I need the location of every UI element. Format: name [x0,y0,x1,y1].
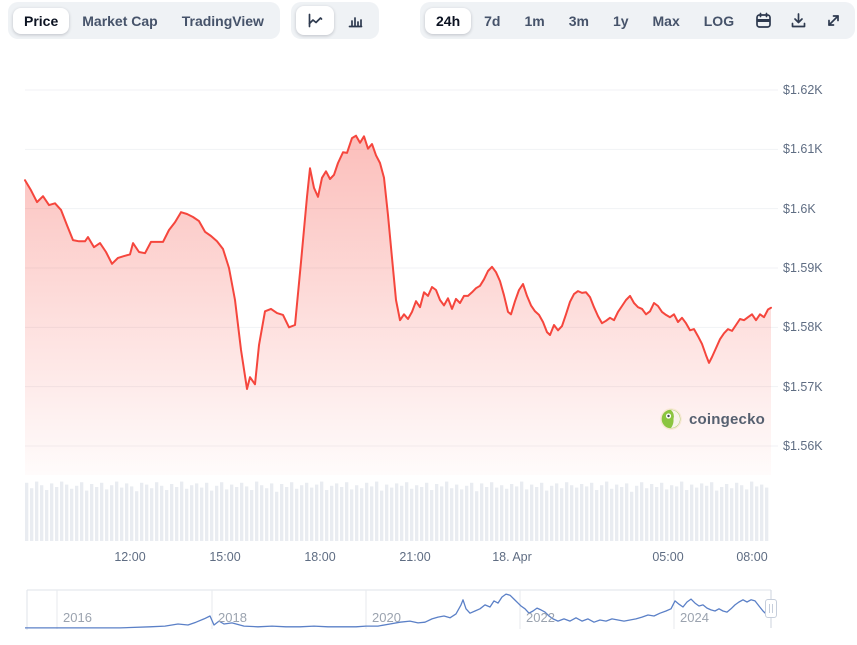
bar-chart-button[interactable] [336,6,374,35]
log-scale-button[interactable]: LOG [693,8,745,34]
x-axis-label: 08:00 [736,550,768,564]
y-axis-label: $1.58K [783,320,823,335]
navigator-year-label: 2022 [526,610,555,625]
range-7d[interactable]: 7d [473,8,511,34]
download-button[interactable] [782,6,815,35]
calendar-button[interactable] [747,6,780,35]
coingecko-watermark: coingecko [660,408,765,430]
navigator-year-label: 2016 [63,610,92,625]
x-axis-label: 15:00 [209,550,241,564]
expand-button[interactable] [817,6,850,35]
navigator-year-label: 2024 [680,610,709,625]
x-axis-label: 12:00 [114,550,146,564]
line-chart-button[interactable] [296,6,334,35]
chart-type-group [291,2,379,39]
tab-price[interactable]: Price [13,7,70,34]
coingecko-logo-icon [660,408,682,430]
line-chart-icon [308,13,322,28]
range-max[interactable]: Max [642,8,691,34]
tab-tradingview[interactable]: TradingView [171,8,275,34]
x-axis-label: 18. Apr [492,550,532,564]
y-axis-label: $1.6K [783,201,816,216]
bar-chart-icon [348,17,362,28]
y-axis-label: $1.62K [783,83,823,97]
range-1m[interactable]: 1m [513,8,555,34]
range-24h[interactable]: 24h [425,7,472,34]
range-1y[interactable]: 1y [602,8,640,34]
y-axis-label: $1.57K [783,379,823,394]
x-axis-label: 21:00 [399,550,431,564]
x-axis-label: 18:00 [304,550,336,564]
y-axis-label: $1.59K [783,260,823,275]
navigator-year-label: 2020 [372,610,401,625]
y-axis-label: $1.56K [783,438,823,453]
coingecko-watermark-label: coingecko [689,410,765,428]
view-tabs-group: Price Market Cap TradingView [8,2,280,39]
y-axis-label: $1.61K [783,142,823,157]
download-icon [791,13,806,28]
expand-icon [828,15,839,26]
tab-market-cap[interactable]: Market Cap [71,8,168,34]
navigator-right-handle[interactable] [765,599,777,618]
x-axis-label: 05:00 [652,550,684,564]
range-3m[interactable]: 3m [558,8,600,34]
range-selector-group: 24h 7d 1m 3m 1y Max LOG [420,2,856,39]
navigator-year-label: 2018 [218,610,247,625]
calendar-icon [756,12,771,28]
